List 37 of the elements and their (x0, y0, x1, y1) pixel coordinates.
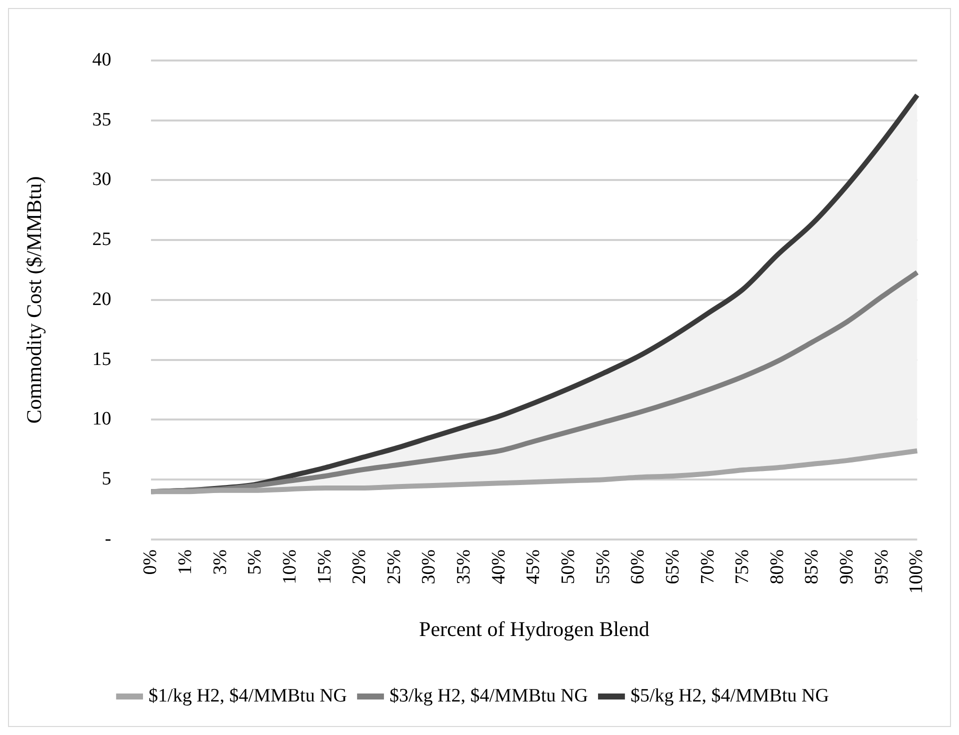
y-tick-label: 10 (92, 408, 112, 430)
x-tick-label: 85% (802, 549, 823, 584)
y-axis-title: Commodity Cost ($/MMBtu) (22, 176, 46, 424)
x-tick-label: 65% (662, 549, 684, 584)
legend-label: $5/kg H2, $4/MMBtu NG (630, 685, 830, 706)
y-tick-label: 25 (92, 229, 112, 250)
x-tick-label: 100% (906, 549, 928, 594)
x-tick-label: 90% (836, 549, 858, 584)
x-tick-label: 35% (454, 549, 475, 584)
y-tick-label: 15 (92, 348, 112, 370)
x-tick-label: 50% (558, 549, 580, 584)
x-tick-label: 5% (244, 549, 266, 575)
y-tick-label: - (104, 528, 112, 550)
x-tick-label: 10% (279, 549, 300, 584)
y-tick-label: 30 (92, 169, 112, 190)
x-tick-label: 30% (418, 549, 440, 584)
x-tick-label: 60% (628, 549, 649, 584)
y-tick-label: 35 (92, 109, 112, 130)
x-tick-label: 70% (697, 549, 718, 584)
x-tick-label: 15% (314, 549, 336, 584)
y-tick-label: 5 (102, 468, 112, 490)
x-tick-label: 45% (523, 549, 544, 584)
x-axis-title: Percent of Hydrogen Blend (419, 616, 650, 641)
x-tick-label: 80% (766, 549, 788, 584)
legend-label: $1/kg H2, $4/MMBtu NG (148, 685, 348, 706)
y-tick-label: 20 (92, 288, 112, 310)
x-tick-label: 3% (210, 549, 231, 575)
y-tick-label: 40 (92, 49, 112, 70)
x-tick-label: 25% (384, 549, 405, 584)
x-tick-label: 0% (140, 549, 162, 575)
legend-label: $3/kg H2, $4/MMBtu NG (390, 685, 588, 706)
x-tick-label: 20% (349, 549, 370, 584)
x-tick-label: 40% (488, 549, 510, 584)
x-tick-label: 1% (175, 549, 196, 575)
x-tick-label: 95% (871, 549, 892, 584)
x-tick-label: 75% (732, 549, 754, 584)
x-tick-label: 55% (592, 549, 614, 584)
